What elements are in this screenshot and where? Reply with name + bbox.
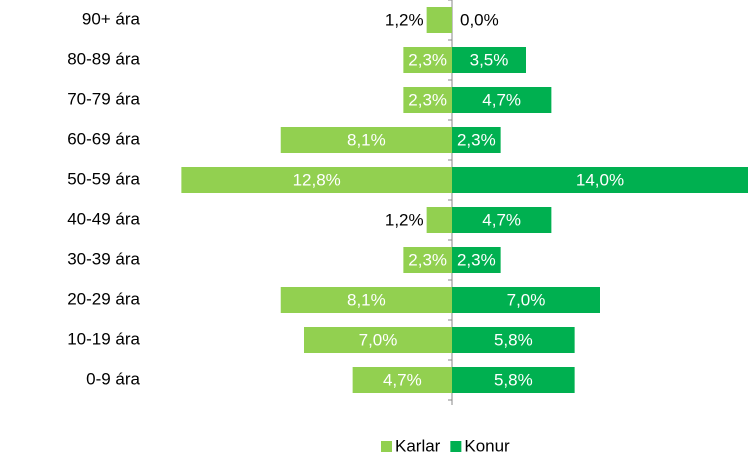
category-label: 20-29 ára <box>67 289 140 308</box>
bar <box>452 87 552 113</box>
legend-label: Karlar <box>395 436 441 455</box>
value-label: 2,3% <box>408 250 447 269</box>
bar <box>426 7 452 33</box>
category-label: 10-19 ára <box>67 329 140 348</box>
value-label: 14,0% <box>576 170 624 189</box>
bar <box>403 247 452 273</box>
bar <box>452 167 748 193</box>
value-label: 2,3% <box>408 50 447 69</box>
value-label: 3,5% <box>470 50 509 69</box>
value-label: 4,7% <box>383 370 422 389</box>
bar <box>352 367 452 393</box>
category-label: 60-69 ára <box>67 129 140 148</box>
legend-swatch <box>450 441 462 452</box>
bar <box>304 327 452 353</box>
value-label: 12,8% <box>293 170 341 189</box>
value-label: 5,8% <box>494 330 533 349</box>
bar <box>452 47 526 73</box>
legend-swatch <box>381 441 392 452</box>
bar <box>280 287 452 313</box>
value-label: 2,3% <box>457 130 496 149</box>
bar <box>452 207 552 233</box>
category-label: 80-89 ára <box>67 49 140 68</box>
bar <box>426 207 452 233</box>
value-label: 7,0% <box>507 290 546 309</box>
category-label: 50-59 ára <box>67 169 140 188</box>
value-label: 7,0% <box>359 330 398 349</box>
value-label: 0,0% <box>460 10 499 29</box>
category-label: 0-9 ára <box>86 369 140 388</box>
value-label: 8,1% <box>347 290 386 309</box>
value-label: 8,1% <box>347 130 386 149</box>
bar <box>452 127 501 153</box>
value-label: 1,2% <box>385 10 424 29</box>
value-label: 5,8% <box>494 370 533 389</box>
value-label: 2,3% <box>408 90 447 109</box>
category-label: 30-39 ára <box>67 249 140 268</box>
category-label: 90+ ára <box>82 9 141 28</box>
bar <box>452 247 501 273</box>
bar <box>403 47 452 73</box>
legend-label: Konur <box>464 436 510 455</box>
bar <box>452 287 600 313</box>
value-label: 4,7% <box>482 90 521 109</box>
bar <box>280 127 452 153</box>
value-label: 2,3% <box>457 250 496 269</box>
value-label: 1,2% <box>385 210 424 229</box>
category-label: 70-79 ára <box>67 89 140 108</box>
bar <box>452 367 575 393</box>
bar <box>452 327 575 353</box>
category-label: 40-49 ára <box>67 209 140 228</box>
bar <box>181 167 452 193</box>
value-label: 4,7% <box>482 210 521 229</box>
bar <box>403 87 452 113</box>
